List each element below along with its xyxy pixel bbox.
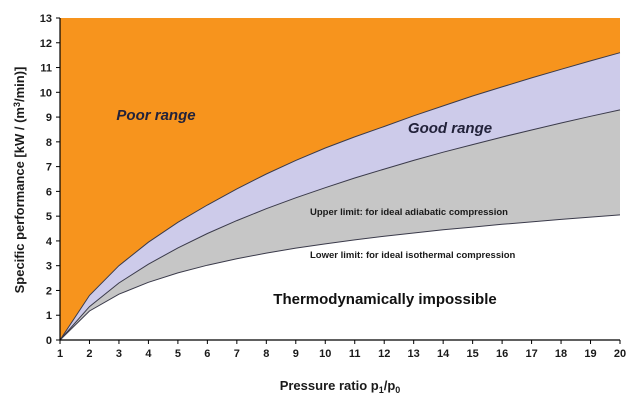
x-tick-label: 12 xyxy=(378,348,390,360)
impossible-region-label: Thermodynamically impossible xyxy=(273,291,496,308)
y-tick-label: 0 xyxy=(46,335,52,347)
y-tick-label: 5 xyxy=(46,211,52,223)
x-axis-title: Pressure ratio p1/p0 xyxy=(280,378,401,395)
x-tick-label: 6 xyxy=(204,348,210,360)
impossible-region xyxy=(60,214,620,340)
x-axis-title-main: Pressure ratio p xyxy=(280,378,379,393)
x-tick-label: 14 xyxy=(437,348,450,360)
y-tick-label: 3 xyxy=(46,261,52,273)
x-tick-label: 3 xyxy=(116,348,122,360)
lower-limit-annotation: Lower limit: for ideal isothermal compre… xyxy=(310,250,516,261)
y-tick-label: 11 xyxy=(40,63,52,75)
x-tick-label: 7 xyxy=(234,348,240,360)
x-tick-label: 15 xyxy=(467,348,479,360)
upper-limit-annotation: Upper limit: for ideal adiabatic compres… xyxy=(310,207,508,218)
y-tick-label: 2 xyxy=(46,285,52,297)
x-axis-title-sub0: 0 xyxy=(395,385,400,395)
lower-limit-curve xyxy=(59,214,621,341)
x-axis-title-sub1: 1 xyxy=(379,385,384,395)
good-poor-boundary-curve xyxy=(59,52,621,341)
y-tick-label: 8 xyxy=(46,137,52,149)
x-tick-label: 20 xyxy=(614,348,626,360)
x-axis-title-mid: /p xyxy=(384,378,396,393)
y-tick-label: 7 xyxy=(46,162,52,174)
x-tick-label: 2 xyxy=(86,348,92,360)
x-tick-label: 13 xyxy=(408,348,420,360)
between-limits-region xyxy=(60,109,620,341)
x-tick-label: 4 xyxy=(145,348,152,360)
y-axis-title-end: /min)] xyxy=(12,67,27,102)
good-range-region xyxy=(60,52,620,340)
y-tick-label: 6 xyxy=(46,186,52,198)
x-tick-label: 5 xyxy=(175,348,181,360)
upper-limit-curve xyxy=(59,109,621,341)
x-tick-label: 16 xyxy=(496,348,508,360)
chart-curves xyxy=(59,52,621,341)
y-axis-title-sup: 3 xyxy=(12,102,22,107)
good-range-label: Good range xyxy=(408,120,492,137)
y-axis-title-main: Specific performance [kW / (m xyxy=(12,107,27,293)
chart-regions xyxy=(60,18,620,341)
x-tick-label: 19 xyxy=(584,348,596,360)
x-tick-label: 1 xyxy=(57,348,63,360)
x-tick-label: 18 xyxy=(555,348,567,360)
x-tick-label: 8 xyxy=(263,348,269,360)
y-tick-label: 4 xyxy=(46,236,53,248)
y-tick-label: 9 xyxy=(46,112,52,124)
y-tick-label: 12 xyxy=(40,38,52,50)
y-axis-title: Specific performance [kW / (m3/min)] xyxy=(12,67,27,294)
y-tick-label: 10 xyxy=(40,87,52,99)
poor-range-label: Poor range xyxy=(116,107,195,124)
x-tick-label: 11 xyxy=(349,348,361,360)
y-tick-label: 13 xyxy=(40,13,52,25)
y-tick-label: 1 xyxy=(46,310,52,322)
x-tick-label: 17 xyxy=(525,348,537,360)
x-tick-label: 9 xyxy=(293,348,299,360)
x-tick-label: 10 xyxy=(319,348,331,360)
